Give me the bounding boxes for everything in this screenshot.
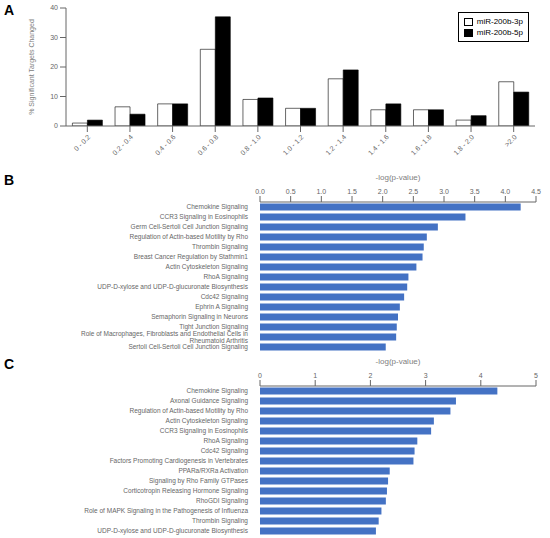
svg-text:-log(p-value): -log(p-value) [376,357,421,366]
svg-text:1.8 - 2.0: 1.8 - 2.0 [452,133,475,156]
svg-text:0: 0 [258,372,262,379]
svg-text:-log(p-value): -log(p-value) [376,173,421,182]
svg-text:3: 3 [424,372,428,379]
svg-text:CCR3 Signaling in Eosinophils: CCR3 Signaling in Eosinophils [160,213,249,221]
svg-text:4: 4 [479,372,483,379]
svg-text:RhoGDI Signaling: RhoGDI Signaling [196,497,248,505]
svg-text:1.0 - 1.2: 1.0 - 1.2 [282,133,305,156]
svg-text:PPARa/RXRa Activation: PPARa/RXRa Activation [178,467,248,474]
svg-text:Corticotropin Releasing Hormon: Corticotropin Releasing Hormone Signalin… [123,487,248,495]
svg-text:Semaphorin Signaling in Neuron: Semaphorin Signaling in Neurons [151,313,249,321]
svg-text:1.5: 1.5 [347,188,357,195]
svg-text:Thrombin Signaling: Thrombin Signaling [192,243,248,251]
svg-text:2.5: 2.5 [408,188,418,195]
svg-text:RhoA Signaling: RhoA Signaling [204,273,249,281]
svg-text:RhoA Signaling: RhoA Signaling [204,437,249,445]
svg-text:0 - 0.2: 0 - 0.2 [73,133,92,152]
svg-text:UDP-D-xylose and UDP-D-glucuro: UDP-D-xylose and UDP-D-glucuronate Biosy… [97,283,248,291]
svg-text:30: 30 [50,34,58,41]
svg-text:0.6 - 0.8: 0.6 - 0.8 [196,133,219,156]
svg-text:1.0: 1.0 [316,188,326,195]
svg-text:Actin Cytoskeleton Signaling: Actin Cytoskeleton Signaling [166,417,249,425]
svg-text:2.0: 2.0 [378,188,388,195]
svg-text:2: 2 [368,372,372,379]
svg-text:Actin Cytoskeleton Signaling: Actin Cytoskeleton Signaling [166,263,249,271]
svg-text:Germ Cell-Sertoli Cell Junctio: Germ Cell-Sertoli Cell Junction Signalin… [131,223,249,231]
svg-text:0.2 - 0.4: 0.2 - 0.4 [111,133,134,156]
svg-text:Cdc42 Signaling: Cdc42 Signaling [201,293,249,301]
svg-text:Sertoli Cell-Sertoli Cell Junc: Sertoli Cell-Sertoli Cell Junction Signa… [128,343,248,351]
svg-text:4.0: 4.0 [500,188,510,195]
svg-text:Breast Cancer Regulation by St: Breast Cancer Regulation by Stathmin1 [134,253,249,261]
svg-text:Tight Junction Signaling: Tight Junction Signaling [179,323,248,331]
svg-text:Ephrin A Signaling: Ephrin A Signaling [195,303,248,311]
svg-text:Chemokine Signaling: Chemokine Signaling [187,387,249,395]
svg-text:Axonal Guidance Signaling: Axonal Guidance Signaling [170,397,248,405]
svg-text:Thrombin Signaling: Thrombin Signaling [192,517,248,525]
svg-text:Role of MAPK Signaling in the: Role of MAPK Signaling in the Pathogenes… [84,507,248,515]
svg-text:0.8 - 1.0: 0.8 - 1.0 [239,133,262,156]
html-text:A: A [4,2,15,18]
svg-text:UDP-D-xylose and UDP-D-glucuro: UDP-D-xylose and UDP-D-glucuronate Biosy… [97,527,248,535]
svg-text:Cdc42 Signaling: Cdc42 Signaling [201,447,249,455]
svg-text:Chemokine Signaling: Chemokine Signaling [187,203,249,211]
svg-text:20: 20 [50,63,58,70]
svg-text:Regulation of Actin-based Moti: Regulation of Actin-based Motility by Rh… [129,407,248,415]
svg-text:3.0: 3.0 [439,188,449,195]
svg-text:0: 0 [54,122,58,129]
html-text:C: C [4,356,15,372]
svg-text:1.4 - 1.6: 1.4 - 1.6 [367,133,390,156]
svg-text:Role of Macrophages, Fibroblas: Role of Macrophages, Fibroblasts and End… [81,330,249,344]
svg-text:0.5: 0.5 [286,188,296,195]
svg-text:Regulation of Actin-based Moti: Regulation of Actin-based Motility by Rh… [129,233,248,241]
svg-text:% Significant Targets Changed: % Significant Targets Changed [28,19,36,115]
svg-text:40: 40 [50,4,58,11]
svg-text:CCR3 Signaling in Eosinophils: CCR3 Signaling in Eosinophils [160,427,249,435]
svg-text:0.4 - 0.6: 0.4 - 0.6 [154,133,177,156]
svg-text:3.5: 3.5 [470,188,480,195]
svg-text:Signaling by Rho Family GTPase: Signaling by Rho Family GTPases [149,477,249,485]
html-text:B: B [4,172,15,188]
svg-text:>2.0: >2.0 [503,133,518,148]
svg-text:10: 10 [50,93,58,100]
svg-text:Factors Promoting Cardiogenesi: Factors Promoting Cardiogenesis in Verte… [110,457,249,465]
html-text:miR-200b-5p: miR-200b-5p [476,28,523,37]
svg-text:1.6 - 1.8: 1.6 - 1.8 [410,133,433,156]
html-text:miR-200b-3p: miR-200b-3p [476,17,523,26]
svg-text:1.2 - 1.4: 1.2 - 1.4 [324,133,347,156]
svg-text:1: 1 [313,372,317,379]
svg-text:0.0: 0.0 [255,188,265,195]
svg-text:4.5: 4.5 [531,188,541,195]
svg-text:5: 5 [534,372,538,379]
